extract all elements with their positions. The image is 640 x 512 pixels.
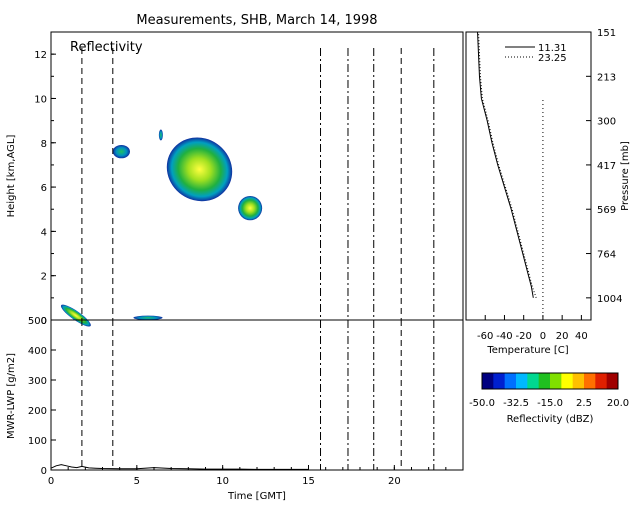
reflectivity-y-tick-label: 8 bbox=[41, 139, 47, 150]
sounding-pressure-tick-label: 1004 bbox=[597, 294, 622, 305]
lwp-y-tick-label: 300 bbox=[28, 376, 47, 387]
lwp-y-ticks: 0 100 200 300 400 500 bbox=[28, 316, 56, 477]
colorbar-swatch bbox=[561, 373, 574, 389]
colorbar-swatch bbox=[572, 373, 585, 389]
reflectivity-echo bbox=[158, 129, 163, 141]
reflectivity-y-tick-label: 4 bbox=[41, 227, 47, 238]
lwp-y-tick-label: 400 bbox=[28, 346, 47, 357]
sounding-x-ticks: -60 -40 -20 0 20 40 bbox=[477, 315, 588, 342]
sounding-series-line bbox=[477, 31, 534, 298]
colorbar-tick-label: -15.0 bbox=[537, 398, 563, 409]
lwp-y-axis-label: MWR-LWP [g/m2] bbox=[6, 353, 17, 439]
reflectivity-y-axis-label: Height [km,AGL] bbox=[6, 135, 17, 218]
sounding-x-tick-label: -60 bbox=[477, 331, 493, 342]
lwp-x-tick-label: 0 bbox=[48, 476, 54, 487]
reflectivity-echo bbox=[133, 315, 163, 320]
sounding-pressure-tick-label: 764 bbox=[597, 250, 616, 261]
reflectivity-panel-label: Reflectivity bbox=[70, 40, 143, 55]
sounding-y-axis-label: Pressure [mb] bbox=[620, 141, 631, 211]
sounding-pressure-tick-label: 417 bbox=[597, 161, 616, 172]
lwp-y-tick-label: 500 bbox=[28, 316, 47, 327]
sounding-x-tick-label: -20 bbox=[516, 331, 532, 342]
lwp-panel: 0 5 10 15 20 0 100 200 300 400 500 Time [GMT] MWR… bbox=[6, 316, 464, 502]
sounding-series-line bbox=[478, 31, 537, 299]
colorbar-ticks: -50.0 -32.5 -15.0 2.5 20.0 bbox=[469, 398, 629, 409]
reflectivity-echoes bbox=[60, 129, 263, 327]
figure-title: Measurements, SHB, March 14, 1998 bbox=[136, 13, 377, 28]
colorbar-label: Reflectivity (dBZ) bbox=[507, 414, 594, 425]
reflectivity-axes-frame bbox=[50, 31, 464, 321]
colorbar-tick-label: -50.0 bbox=[469, 398, 495, 409]
reflectivity-y-ticks: 0 2 4 6 8 10 12 bbox=[34, 31, 56, 327]
colorbar-tick-label: 20.0 bbox=[607, 398, 629, 409]
sounding-legend-label: 23.25 bbox=[538, 53, 567, 64]
lwp-x-axis-label: Time [GMT] bbox=[227, 491, 286, 502]
colorbar-tick-label: 2.5 bbox=[576, 398, 592, 409]
colorbar-tick-label: -32.5 bbox=[503, 398, 529, 409]
colorbar-swatch bbox=[550, 373, 562, 389]
sounding-pressure-tick-label: 213 bbox=[597, 72, 616, 83]
colorbar-swatches bbox=[482, 373, 619, 389]
colorbar-swatch bbox=[516, 373, 528, 389]
colorbar-swatch bbox=[538, 373, 551, 389]
sounding-x-tick-label: -40 bbox=[496, 331, 512, 342]
lwp-x-tick-label: 15 bbox=[302, 476, 315, 487]
colorbar-swatch bbox=[584, 373, 596, 389]
colorbar-swatch bbox=[527, 373, 540, 389]
colorbar-swatch bbox=[606, 373, 619, 389]
sounding-x-tick-label: 40 bbox=[575, 331, 588, 342]
sounding-x-tick-label: 0 bbox=[540, 331, 546, 342]
lwp-series-line bbox=[50, 464, 309, 470]
colorbar-swatch bbox=[493, 373, 506, 389]
colorbar-frame bbox=[481, 372, 619, 390]
reflectivity-y-tick-label: 2 bbox=[41, 272, 47, 283]
lwp-x-tick-label: 5 bbox=[134, 476, 140, 487]
lwp-y-tick-label: 200 bbox=[28, 406, 47, 417]
sounding-pressure-tick-label: 151 bbox=[597, 28, 616, 39]
sounding-pressure-tick-label: 569 bbox=[597, 205, 616, 216]
reflectivity-echo bbox=[112, 144, 130, 159]
sounding-pressure-tick-label: 300 bbox=[597, 117, 616, 128]
reflectivity-y-tick-label: 10 bbox=[34, 94, 47, 105]
lwp-x-tick-label: 20 bbox=[388, 476, 401, 487]
reflectivity-y-tick-label: 12 bbox=[34, 50, 47, 61]
colorbar-swatch bbox=[595, 373, 608, 389]
sounding-series bbox=[477, 31, 544, 320]
sounding-x-axis-label: Temperature [C] bbox=[486, 345, 568, 356]
sounding-pressure-ticks: 151 213 300 417 569 764 1004 bbox=[586, 28, 622, 305]
sounding-axes-frame bbox=[465, 31, 592, 321]
reflectivity-y-tick-label: 0 bbox=[41, 316, 47, 327]
reflectivity-panel: Reflectivity 0 2 4 6 8 10 12 Height [km,AGL] bbox=[6, 31, 464, 327]
lwp-y-tick-label: 100 bbox=[28, 436, 47, 447]
lwp-sounding-lines bbox=[81, 320, 435, 470]
lwp-x-tick-label: 10 bbox=[216, 476, 229, 487]
colorbar: -50.0 -32.5 -15.0 2.5 20.0 Reflectivity (dBZ… bbox=[469, 372, 629, 425]
reflectivity-echo bbox=[60, 304, 91, 327]
sounding-x-tick-label: 20 bbox=[556, 331, 569, 342]
colorbar-swatch bbox=[504, 373, 517, 389]
reflectivity-y-tick-label: 6 bbox=[41, 183, 47, 194]
reflectivity-echo bbox=[166, 137, 233, 202]
sounding-panel: -60 -40 -20 0 20 40 151 213 300 417 569 764 1004 Te… bbox=[465, 28, 631, 356]
colorbar-swatch bbox=[482, 373, 494, 389]
sounding-legend-label: 11.31 bbox=[538, 43, 567, 54]
reflectivity-echo bbox=[238, 195, 263, 221]
sounding-time-lines bbox=[81, 48, 435, 320]
lwp-y-tick-label: 0 bbox=[41, 466, 47, 477]
